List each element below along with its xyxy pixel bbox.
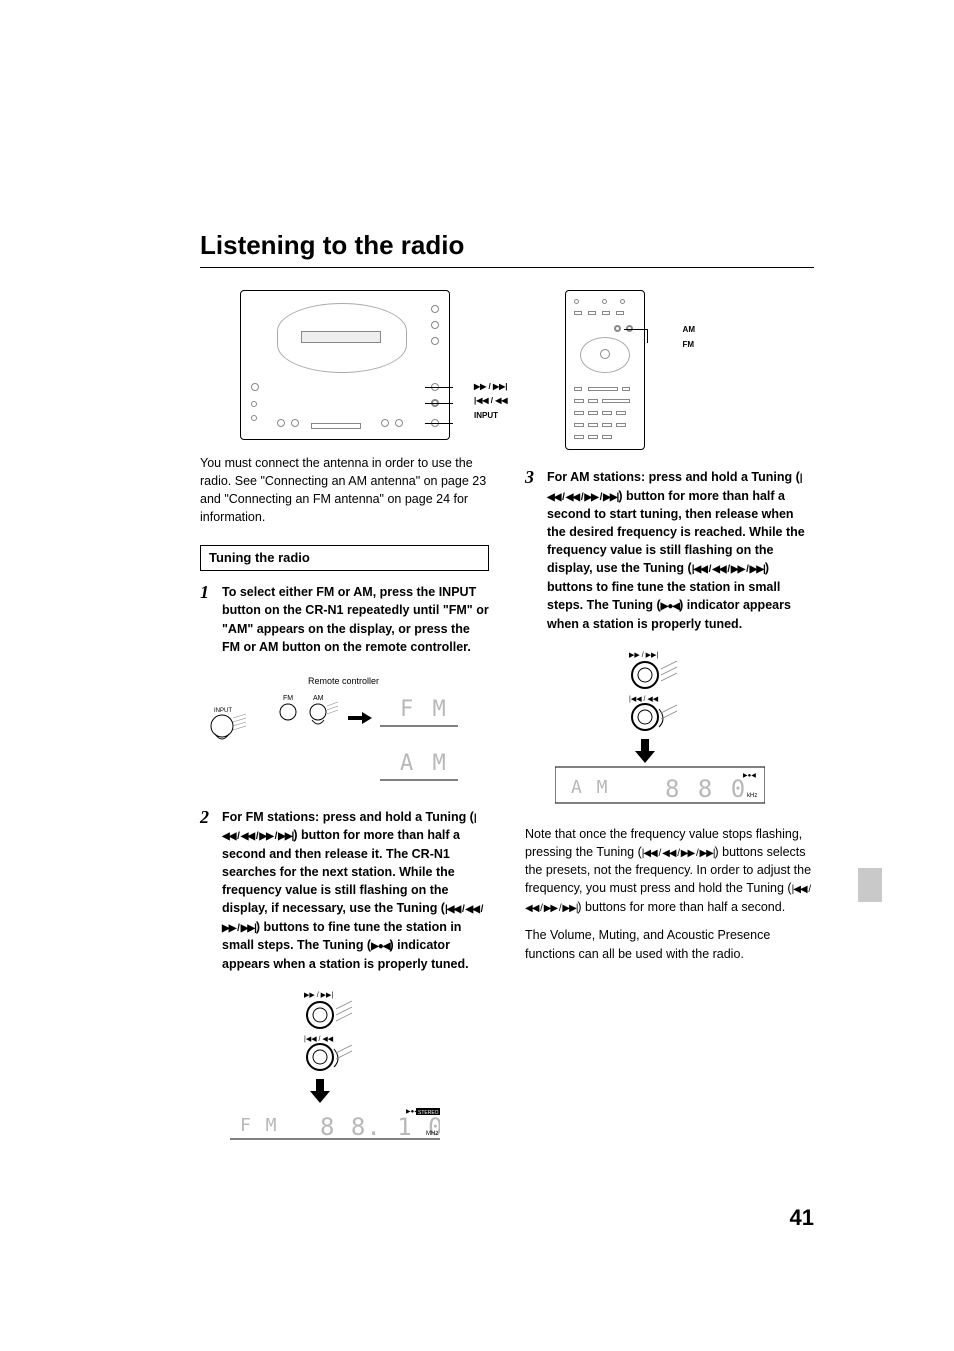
page-title: Listening to the radio [200, 230, 814, 268]
right-column: AM FM 3 For AM stations: press and hold … [525, 290, 814, 1165]
svg-text:|◀◀ / ◀◀: |◀◀ / ◀◀ [629, 696, 659, 703]
note-1: Note that once the frequency value stops… [525, 825, 814, 917]
svg-text:F M: F M [400, 697, 449, 722]
svg-text:▶▶ / ▶▶|: ▶▶ / ▶▶| [304, 992, 333, 999]
tune-indicator-icon: ▶●◀ [661, 601, 679, 612]
svg-text:FM: FM [283, 695, 293, 702]
svg-text:|◀◀ / ◀◀: |◀◀ / ◀◀ [304, 1036, 334, 1043]
input-label: INPUT [474, 409, 508, 423]
svg-text:A M: A M [571, 777, 610, 798]
tuning-icon: |◀◀ / ◀◀ / ▶▶ / ▶▶| [692, 564, 765, 575]
device-labels: ▶▶ / ▶▶| |◀◀ / ◀◀ INPUT [474, 380, 508, 423]
step-3-text: For AM stations: press and hold a Tuning… [547, 468, 814, 633]
step-3: 3 For AM stations: press and hold a Tuni… [525, 468, 814, 633]
step-2-number: 2 [200, 808, 214, 973]
remote-diagram [565, 290, 645, 450]
step-3-figure: ▶▶ / ▶▶| |◀◀ / ◀◀ A M 8 8 0 ▶●◀ [555, 647, 814, 807]
step-1-text: To select either FM or AM, press the INP… [222, 583, 489, 656]
svg-text:F M: F M [240, 1115, 279, 1136]
device-diagram [240, 290, 450, 440]
svg-text:AM: AM [313, 695, 324, 702]
svg-text:▶●◀: ▶●◀ [743, 773, 756, 779]
section-header: Tuning the radio [200, 545, 489, 572]
page-number: 41 [790, 1205, 814, 1231]
am-label: AM [683, 322, 695, 337]
remote-labels: AM FM [683, 322, 695, 352]
left-column: ▶▶ / ▶▶| |◀◀ / ◀◀ INPUT You must connect… [200, 290, 489, 1165]
svg-text:8 8 0: 8 8 0 [665, 775, 747, 803]
fm-label: FM [683, 337, 695, 352]
rev-label: |◀◀ / ◀◀ [474, 394, 508, 408]
svg-text:INPUT: INPUT [214, 708, 232, 714]
step-1-figure: Remote controller INPUT FM AM [200, 670, 489, 790]
step-2-text: For FM stations: press and hold a Tuning… [222, 808, 489, 973]
step-3-number: 3 [525, 468, 539, 633]
svg-text:A M: A M [400, 751, 449, 776]
remote-ctrl-caption: Remote controller [308, 676, 379, 686]
svg-text:MHz: MHz [426, 1131, 438, 1137]
step-2: 2 For FM stations: press and hold a Tuni… [200, 808, 489, 973]
step-2-figure: ▶▶ / ▶▶| |◀◀ / ◀◀ F M [230, 987, 489, 1147]
fwd-label: ▶▶ / ▶▶| [474, 380, 508, 394]
tune-indicator-icon: ▶●◀ [371, 941, 389, 952]
svg-text:8 8. 1 0: 8 8. 1 0 [320, 1113, 440, 1141]
svg-text:STEREO: STEREO [418, 1110, 439, 1116]
svg-text:kHz: kHz [747, 793, 757, 799]
intro-text: You must connect the antenna in order to… [200, 454, 489, 527]
note-2: The Volume, Muting, and Acoustic Presenc… [525, 926, 814, 962]
step-1-number: 1 [200, 583, 214, 656]
tuning-icon: |◀◀ / ◀◀ / ▶▶ / ▶▶| [642, 848, 715, 859]
step-1: 1 To select either FM or AM, press the I… [200, 583, 489, 656]
thumb-tab [858, 868, 882, 902]
svg-text:▶▶ / ▶▶|: ▶▶ / ▶▶| [629, 652, 658, 659]
